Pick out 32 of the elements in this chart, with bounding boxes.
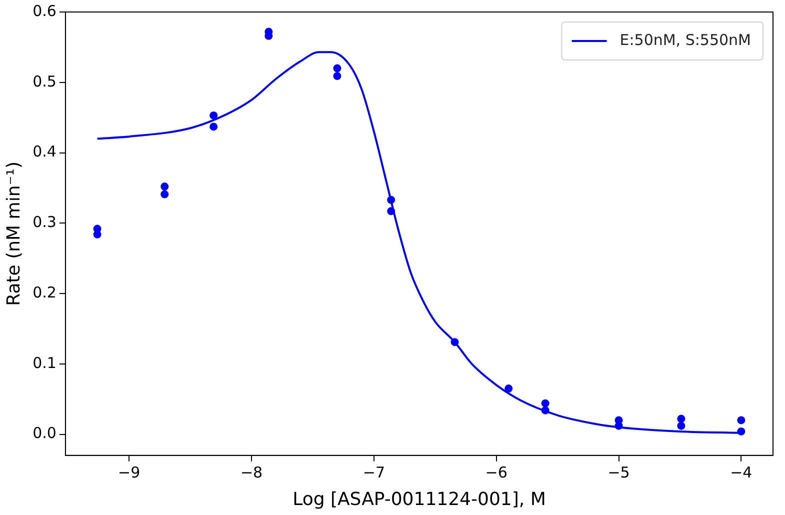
y-tick-label: 0.2 (32, 283, 56, 302)
point (450, 338, 459, 346)
x-tick-label: −9 (118, 463, 140, 482)
y-tick-label: 0.6 (32, 2, 56, 20)
point (541, 399, 550, 408)
x-tick-label: −4 (730, 463, 752, 482)
point (210, 122, 218, 131)
point (677, 422, 686, 430)
point (333, 64, 342, 72)
y-tick-label: 0.1 (32, 354, 56, 372)
x-tick-label: −7 (362, 463, 385, 482)
point (737, 427, 746, 436)
y-tick-label: 0.4 (32, 142, 56, 161)
point (160, 182, 169, 191)
x-axis-title: Log [ASAP-0011124-001], M (292, 488, 546, 510)
point (387, 207, 396, 216)
x-tick-label: −8 (240, 463, 263, 482)
point (160, 190, 169, 198)
point (541, 406, 550, 414)
point (504, 384, 513, 393)
point (333, 72, 342, 80)
x-tick-label: −5 (608, 463, 630, 482)
y-tick-label: 0.5 (32, 72, 56, 90)
point (677, 414, 686, 423)
point (387, 196, 396, 204)
y-axis-title: Rate (nM min⁻¹) (3, 162, 24, 306)
point (737, 416, 746, 424)
y-tick-label: 0.0 (32, 424, 56, 442)
y-tick-label: 0.3 (32, 213, 56, 232)
x-tick-label: −6 (485, 463, 508, 482)
point (210, 111, 218, 120)
legend-label: E:50nM, S:550nM (620, 30, 752, 49)
